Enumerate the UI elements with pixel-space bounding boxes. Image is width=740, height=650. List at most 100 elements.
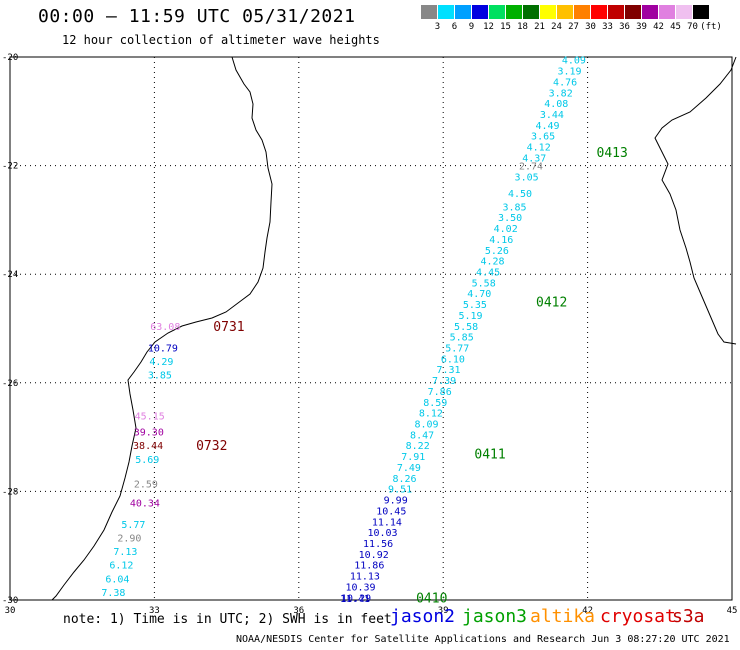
wave-height-label: 38.44 <box>133 441 163 452</box>
satellite-jason3: jason3 <box>462 606 528 627</box>
satellite-altika: altika <box>530 606 596 627</box>
track-labels: 4.093.194.763.824.083.444.493.654.124.37… <box>101 56 627 607</box>
legend-label: 27 <box>568 22 579 32</box>
legend-label: 70 <box>687 22 698 32</box>
legend-swatch <box>488 5 505 19</box>
wave-height-label: 4.02 <box>494 224 518 235</box>
african-coastline <box>51 56 273 601</box>
legend-swatch <box>624 5 641 19</box>
axis-ticks: 30 33 36 39 42 45 -20 -22 -24 -26 -28 -30 <box>2 53 737 616</box>
page-title: 00:00 – 11:59 UTC 05/31/2021 <box>38 6 356 27</box>
legend-label: 18 <box>517 22 528 32</box>
wave-height-label: 7.13 <box>113 547 137 558</box>
legend-swatch <box>522 5 539 19</box>
wave-height-label: 3.19 <box>557 67 581 78</box>
wave-height-label: 6.12 <box>109 561 133 572</box>
wave-height-label: 63.08 <box>150 322 180 333</box>
wave-height-label: 11.56 <box>363 539 393 550</box>
legend-label: 42 <box>653 22 664 32</box>
legend-swatch <box>505 5 522 19</box>
wave-height-label: 8.12 <box>419 409 443 420</box>
wave-height-label: 9.51 <box>388 485 412 496</box>
legend-label: 30 <box>585 22 596 32</box>
legend-label: 15 <box>500 22 511 32</box>
wave-height-label: 5.77 <box>121 520 145 531</box>
wave-height-label: 5.85 <box>450 333 474 344</box>
wave-height-label: 10.45 <box>376 506 406 517</box>
wave-height-label: 7.86 <box>428 387 452 398</box>
wave-height-label: 7.49 <box>397 463 421 474</box>
wave-height-label: 5.58 <box>472 278 496 289</box>
legend-label: 24 <box>551 22 562 32</box>
wave-height-label: 5.77 <box>445 344 469 355</box>
lon-tick-label: 42 <box>582 606 593 616</box>
wave-height-label: 4.37 <box>522 154 546 165</box>
wave-height-label: 3.50 <box>498 213 522 224</box>
legend-label: 21 <box>534 22 545 32</box>
legend-label: 45 <box>670 22 681 32</box>
map-grid <box>9 56 733 601</box>
lon-tick-label: 30 <box>5 606 16 616</box>
wave-height-label: 8.09 <box>414 420 438 431</box>
legend-swatch <box>590 5 607 19</box>
legend-label: 12 <box>483 22 494 32</box>
legend-label: 3 <box>434 22 441 32</box>
wave-height-label: 5.69 <box>135 455 159 466</box>
wave-height-label: 3.44 <box>540 110 564 121</box>
wave-height-label: 4.49 <box>535 121 559 132</box>
wave-height-label: 8.22 <box>406 441 430 452</box>
legend-label: 9 <box>468 22 475 32</box>
wave-height-label: 4.12 <box>527 143 551 154</box>
wave-height-label: 11.41 <box>340 594 370 605</box>
wave-height-label: 2.59 <box>134 479 158 490</box>
lon-tick-label: 36 <box>293 606 304 616</box>
lat-tick-label: -30 <box>2 596 18 606</box>
legend-swatch <box>471 5 488 19</box>
footer-note: note: 1) Time is in UTC; 2) SWH is in fe… <box>63 612 392 627</box>
wave-height-label: 2.74 <box>519 162 543 173</box>
wave-height-label: 7.31 <box>436 365 460 376</box>
wave-height-label: 4.76 <box>553 77 577 88</box>
wave-height-label: 11.14 <box>372 517 402 528</box>
pass-time-label: 0731 <box>213 320 244 335</box>
wave-height-label: 10.39 <box>345 582 375 593</box>
wave-height-label: 7.39 <box>432 376 456 387</box>
wave-height-label: 6.10 <box>441 354 465 365</box>
lon-tick-label: 45 <box>727 606 738 616</box>
legend-swatch <box>454 5 471 19</box>
wave-height-label: 39.30 <box>134 428 164 439</box>
legend-label: 39 <box>636 22 647 32</box>
legend-swatch <box>675 5 692 19</box>
legend-label: 33 <box>602 22 613 32</box>
page-subtitle: 12 hour collection of altimeter wave hei… <box>62 33 380 47</box>
wave-height-label: 3.65 <box>531 132 555 143</box>
wave-height-label: 5.19 <box>458 311 482 322</box>
wave-height-label: 4.50 <box>508 189 532 200</box>
satellite-cryosat: cryosat <box>600 606 676 627</box>
lat-tick-label: -26 <box>2 379 18 389</box>
wave-height-label: 10.79 <box>148 344 178 355</box>
wave-height-label: 3.82 <box>549 88 573 99</box>
lat-tick-label: -28 <box>2 487 18 497</box>
wave-height-label: 4.09 <box>562 56 586 67</box>
legend-swatch <box>658 5 675 19</box>
wave-height-label: 6.04 <box>105 574 129 585</box>
pass-time-label: 0411 <box>474 447 505 462</box>
wave-height-label: 5.58 <box>454 322 478 333</box>
color-legend: 3 6 9 12 15 18 21 24 27 30 33 36 39 42 45 70 (ft) <box>420 5 736 35</box>
pass-time-label: 0412 <box>536 295 567 310</box>
wave-height-label: 7.91 <box>401 452 425 463</box>
lat-tick-label: -22 <box>2 162 18 172</box>
pass-time-label: 0410 <box>416 591 447 606</box>
legend-swatch <box>573 5 590 19</box>
legend-swatch <box>556 5 573 19</box>
legend-swatch <box>437 5 454 19</box>
legend-label: 36 <box>619 22 630 32</box>
wave-height-label: 40.34 <box>130 498 160 509</box>
pass-time-label: 0413 <box>597 146 628 161</box>
lon-tick-label: 39 <box>438 606 449 616</box>
wave-height-label: 4.08 <box>544 99 568 110</box>
legend-swatch <box>692 5 709 19</box>
wave-height-label: 3.85 <box>502 202 526 213</box>
